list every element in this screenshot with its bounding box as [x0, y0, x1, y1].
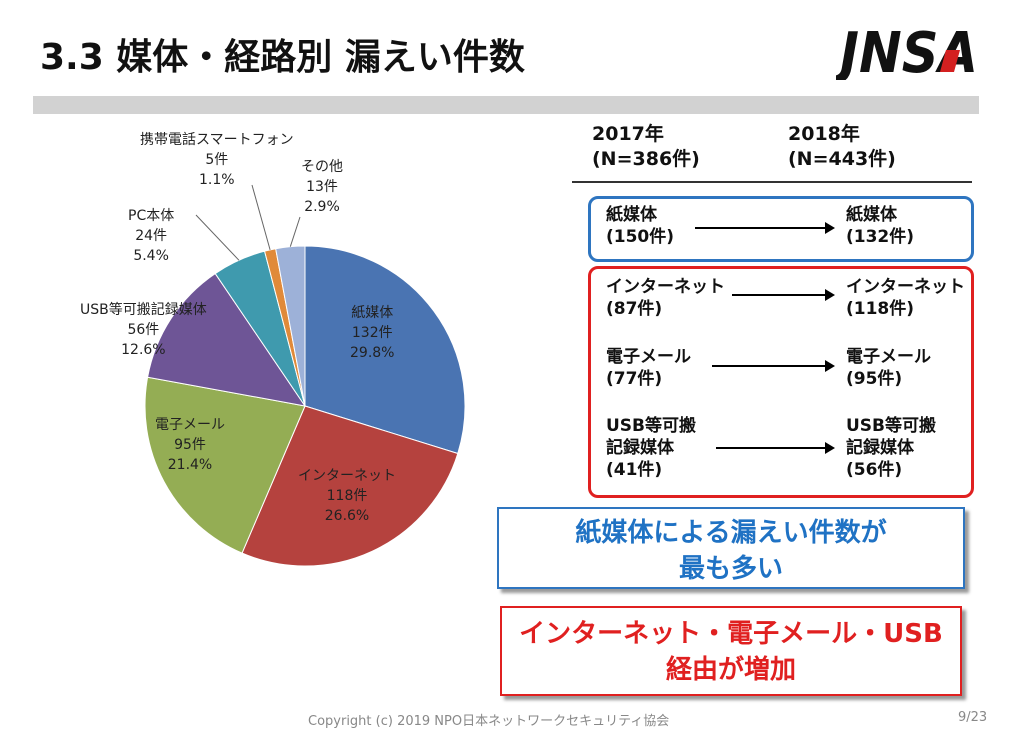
item-label: インターネット: [606, 277, 725, 297]
internet-2018: インターネット (118件): [846, 276, 965, 320]
item-label: 紙媒体: [846, 205, 897, 225]
slice-percent: 21.4%: [167, 457, 213, 473]
item-count: (56件): [846, 460, 903, 480]
pie-slice-2: [144, 376, 306, 554]
item-count: (150件): [606, 227, 675, 247]
label-other: その他 13件 2.9%: [301, 157, 343, 217]
slice-name: 紙媒体: [351, 305, 394, 321]
item-label-2: 記録媒体: [606, 438, 674, 458]
pie-svg: [144, 184, 466, 567]
item-label: インターネット: [846, 277, 965, 297]
item-label: USB等可搬: [606, 416, 697, 436]
item-label: 紙媒体: [606, 205, 657, 225]
item-count: (87件): [606, 299, 663, 319]
leader-line-5: [251, 184, 271, 251]
slice-percent: 12.6%: [121, 342, 166, 358]
arrow-right-icon: [712, 360, 835, 372]
slice-percent: 2.9%: [304, 199, 340, 215]
jnsa-logo: JNSA: [836, 21, 978, 80]
label-email: 電子メール 95件 21.4%: [155, 415, 225, 475]
email-2018: 電子メール (95件): [846, 346, 931, 390]
usb-2018: USB等可搬 記録媒体 (56件): [846, 415, 936, 481]
slice-percent: 26.6%: [324, 508, 370, 524]
pie-chart: 紙媒体 132件 29.8% インターネット 118件 26.6% 電子メール …: [0, 120, 520, 590]
title-underline-bar: [33, 96, 979, 114]
paper-2017: 紙媒体 (150件): [606, 204, 674, 248]
item-label: USB等可搬: [846, 416, 937, 436]
year-2017-n: (N=386件): [592, 148, 700, 170]
year-2018-heading: 2018年 (N=443件): [788, 122, 896, 172]
slice-name: USB等可搬記録媒体: [80, 302, 207, 318]
paper-2018: 紙媒体 (132件): [846, 204, 914, 248]
item-count: (41件): [606, 460, 663, 480]
slice-percent: 29.8%: [350, 345, 395, 361]
label-pc: PC本体 24件 5.4%: [128, 206, 174, 266]
page-number: 9/23: [958, 710, 988, 725]
item-count: (95件): [846, 369, 903, 389]
callout-line1: インターネット・電子メール・USB: [519, 619, 943, 649]
copyright-text: Copyright (c) 2019 NPO日本ネットワークセキュリティ協会: [308, 714, 670, 729]
email-2017: 電子メール (77件): [606, 346, 691, 390]
arrow-right-icon: [695, 222, 835, 234]
label-mobile: 携帯電話スマートフォン 5件 1.1%: [140, 130, 294, 190]
item-count: (77件): [606, 369, 663, 389]
label-internet: インターネット 118件 26.6%: [298, 466, 396, 526]
callout-increase: インターネット・電子メール・USB 経由が増加: [500, 606, 962, 696]
arrow-right-icon: [732, 289, 835, 301]
callout-line2: 最も多い: [678, 554, 783, 584]
item-label: 電子メール: [846, 347, 931, 367]
item-count: (118件): [846, 299, 915, 319]
label-usb: USB等可搬記録媒体 56件 12.6%: [80, 300, 207, 360]
slice-count: 118件: [326, 488, 368, 504]
logo-red-accent: [940, 50, 960, 72]
pie-slice-3: [147, 272, 307, 407]
usb-2017: USB等可搬 記録媒体 (41件): [606, 415, 696, 481]
increase-comparison-box: [588, 266, 974, 498]
item-label-2: 記録媒体: [846, 438, 914, 458]
item-label: 電子メール: [606, 347, 691, 367]
slice-name: 携帯電話スマートフォン: [140, 132, 294, 148]
internet-2017: インターネット (87件): [606, 276, 725, 320]
year-2018: 2018年: [788, 123, 860, 145]
slice-name: インターネット: [298, 468, 396, 484]
leader-line-4: [195, 214, 240, 261]
arrow-right-icon: [716, 442, 835, 454]
slice-count: 95件: [174, 437, 206, 453]
slice-name: PC本体: [128, 208, 175, 224]
pie-slice-1: [241, 405, 459, 567]
leader-line-6: [289, 216, 301, 247]
slice-count: 5件: [205, 152, 229, 168]
slice-count: 24件: [135, 228, 168, 244]
slice-percent: 1.1%: [199, 172, 235, 188]
callout-line1: 紙媒体による漏えい件数が: [575, 518, 887, 548]
slice-name: 電子メール: [155, 417, 225, 433]
pie-slice-0: [304, 245, 466, 455]
paper-comparison-box: [588, 196, 974, 262]
callout-line2: 経由が増加: [665, 655, 796, 685]
item-count: (132件): [846, 227, 915, 247]
slice-count: 13件: [306, 179, 338, 195]
slice-name: その他: [301, 159, 343, 175]
year-2018-n: (N=443件): [788, 148, 896, 170]
callout-paper-most: 紙媒体による漏えい件数が 最も多い: [497, 507, 965, 589]
slice-percent: 5.4%: [133, 248, 169, 264]
label-paper: 紙媒体 132件 29.8%: [350, 303, 394, 363]
header-rule: [572, 181, 972, 183]
year-2017-heading: 2017年 (N=386件): [592, 122, 700, 172]
slide-title: 3.3 媒体・経路別 漏えい件数: [40, 37, 525, 78]
slice-count: 56件: [127, 322, 160, 338]
year-2017: 2017年: [592, 123, 664, 145]
slice-count: 132件: [351, 325, 393, 341]
